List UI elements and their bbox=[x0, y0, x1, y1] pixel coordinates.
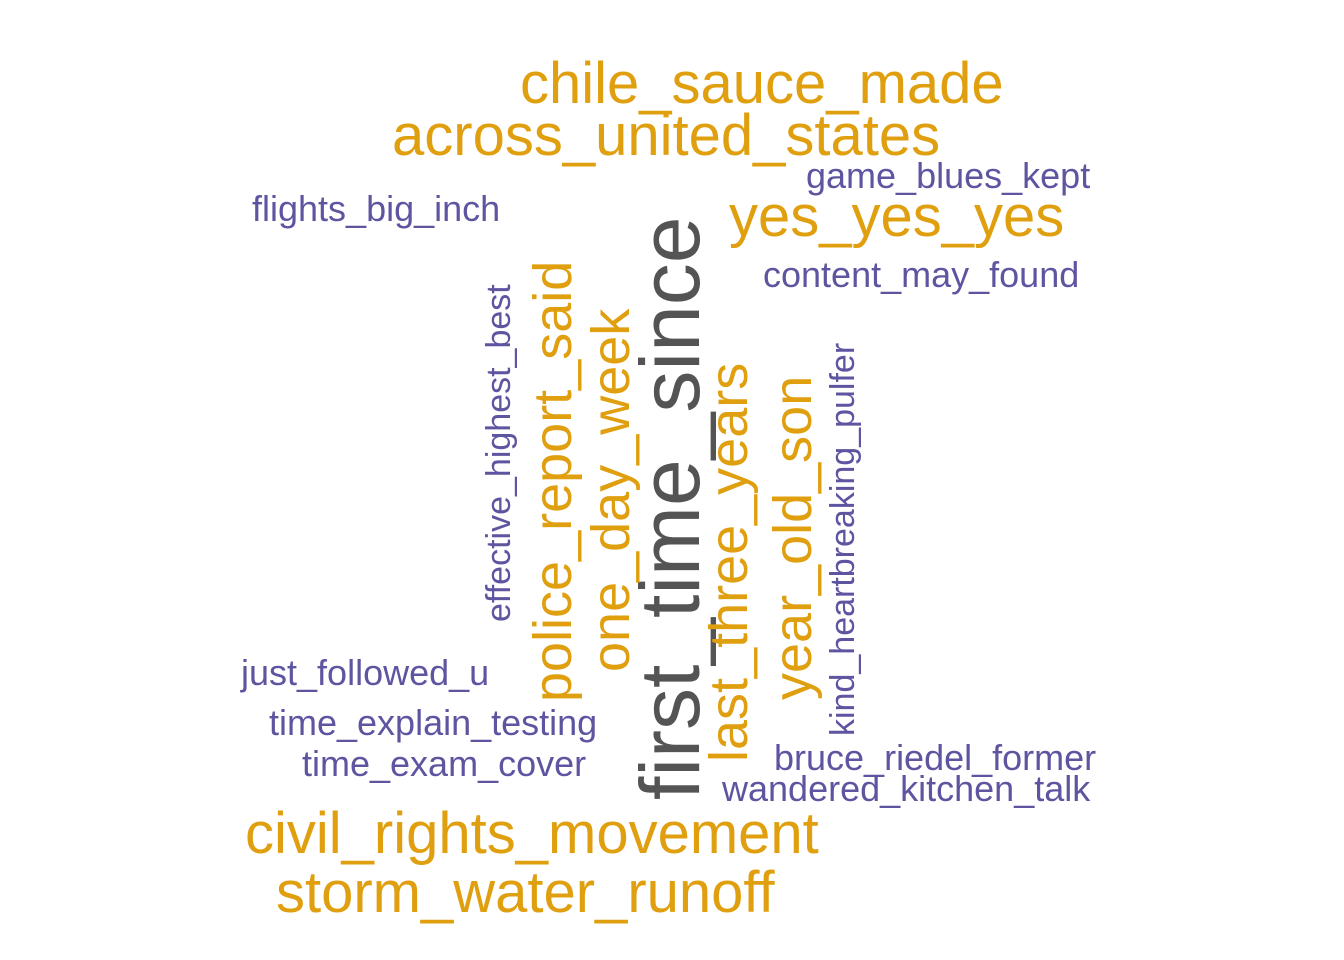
word-across-united-states: across_united_states bbox=[392, 103, 941, 168]
word-civil-rights-movement: civil_rights_movement bbox=[245, 801, 819, 866]
word-just-followed-u: just_followed_u bbox=[241, 652, 490, 693]
word-wandered-kitchen-talk: wandered_kitchen_talk bbox=[722, 768, 1091, 809]
word-time-explain-testing: time_explain_testing bbox=[269, 702, 598, 743]
word-police-report-said: police_report_said bbox=[523, 260, 583, 702]
word-content-may-found: content_may_found bbox=[763, 254, 1080, 295]
word-game-blues-kept: game_blues_kept bbox=[806, 155, 1091, 196]
word-effective-highest-best: effective_highest_best bbox=[480, 284, 518, 622]
word-last-three-years: last_three_years bbox=[699, 362, 759, 762]
word-bruce-riedel-former: bruce_riedel_former bbox=[774, 737, 1097, 778]
word-year-old-son: year_old_son bbox=[763, 375, 823, 700]
word-one-day-week: one_day_week bbox=[581, 308, 641, 672]
word-time-exam-cover: time_exam_cover bbox=[302, 743, 587, 784]
word-kind-heartbreaking-pulfer: kind_heartbreaking_pulfer bbox=[824, 342, 862, 736]
word-yes-yes-yes: yes_yes_yes bbox=[729, 184, 1065, 249]
word-flights-big-inch: flights_big_inch bbox=[252, 188, 501, 229]
word-storm-water-runoff: storm_water_runoff bbox=[276, 860, 775, 925]
word-chile-sauce-made: chile_sauce_made bbox=[520, 51, 1004, 116]
